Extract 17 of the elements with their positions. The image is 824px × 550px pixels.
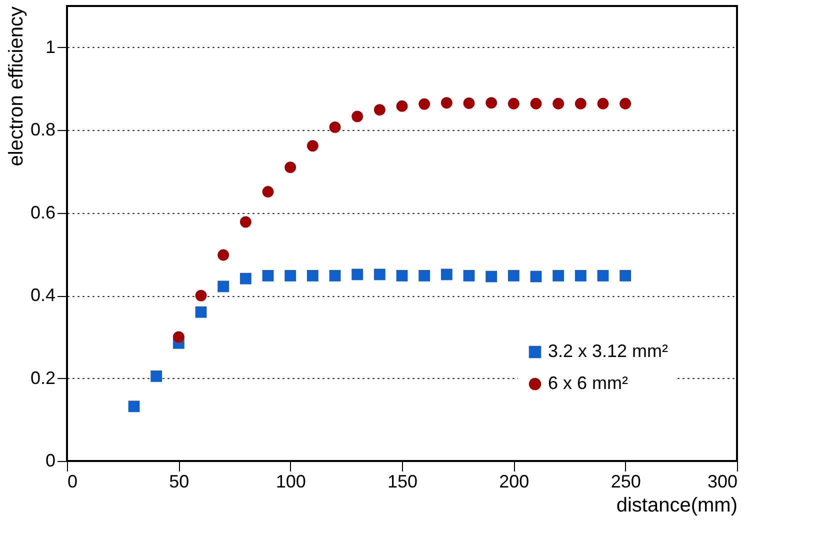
x-tick-label: 150 bbox=[387, 472, 418, 492]
y-tick-label: 0.2 bbox=[30, 368, 56, 388]
y-tick-label: 0.4 bbox=[30, 285, 56, 306]
legend-label: 3.2 x 3.12 mm² bbox=[548, 341, 668, 361]
x-tick-label: 250 bbox=[610, 472, 641, 492]
y-tick-label: 0 bbox=[45, 450, 56, 470]
legend-label: 6 x 6 mm² bbox=[548, 373, 628, 393]
x-tick-label: 0 bbox=[68, 472, 78, 492]
x-tick-label: 200 bbox=[499, 472, 530, 492]
y-tick-label: 0.6 bbox=[30, 202, 56, 222]
x-tick-label: 100 bbox=[276, 472, 306, 492]
x-axis-title: distance(mm) bbox=[616, 494, 738, 516]
y-axis-title: electron efficiency bbox=[5, 6, 28, 166]
y-tick-label: 0.8 bbox=[30, 120, 56, 140]
x-tick-label: 50 bbox=[169, 472, 190, 492]
y-tick-label: 1 bbox=[45, 36, 56, 57]
x-tick-label: 300 bbox=[707, 472, 738, 492]
